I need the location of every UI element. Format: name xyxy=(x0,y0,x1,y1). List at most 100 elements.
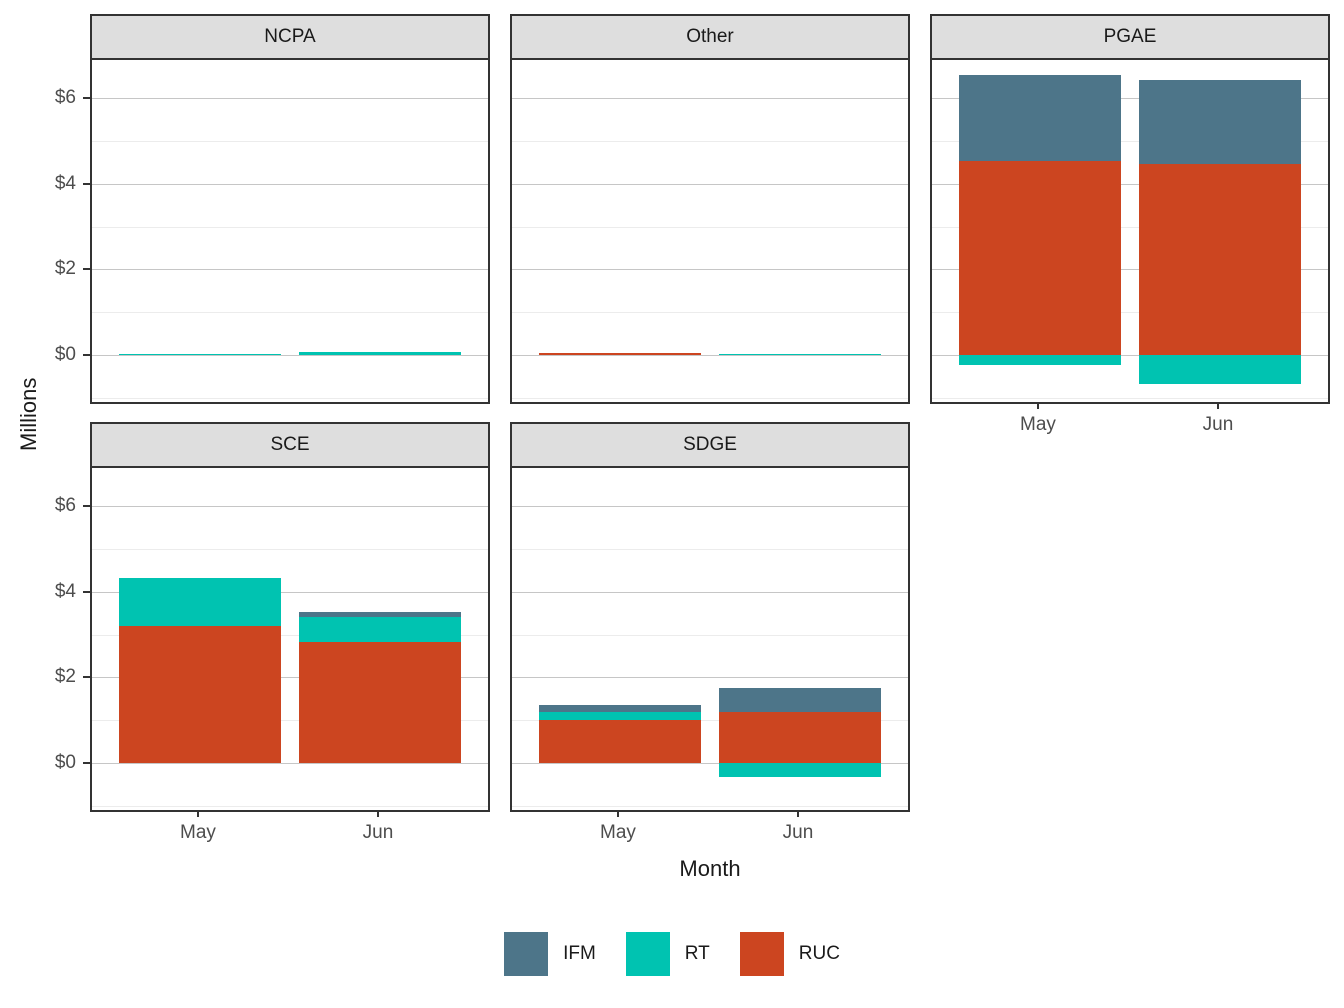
bar-segment-sce-jun-rt xyxy=(299,616,461,643)
facet-strip-sce: SCE xyxy=(90,422,490,468)
x-tick-mark xyxy=(1036,402,1039,409)
y-tick-mark xyxy=(83,97,90,100)
facet-strip-pgae: PGAE xyxy=(930,14,1330,60)
facet-title: SCE xyxy=(270,434,310,455)
bar-segment-pgae-jun-rt xyxy=(1139,354,1301,385)
facet-panel-ncpa xyxy=(90,60,490,404)
bar-segment-sdge-may-rt xyxy=(538,711,701,721)
legend-item-ifm: IFM xyxy=(504,932,596,976)
bar-segment-sdge-jun-rt xyxy=(719,762,881,778)
major-gridline xyxy=(512,183,908,185)
y-tick-label: $0 xyxy=(54,343,76,365)
minor-gridline xyxy=(92,549,488,551)
bar-segment-sdge-jun-ifm xyxy=(719,687,881,712)
bar-segment-sce-jun-ifm xyxy=(299,612,461,617)
major-gridline xyxy=(932,98,1328,100)
facet-panel-pgae xyxy=(930,60,1330,404)
bar-segment-pgae-may-ifm xyxy=(958,75,1121,161)
facet-strip-ncpa: NCPA xyxy=(90,14,490,60)
y-tick-label: $4 xyxy=(54,172,76,194)
minor-gridline xyxy=(92,720,488,722)
bar-segment-pgae-jun-ifm xyxy=(1139,79,1301,164)
y-tick-label: $4 xyxy=(54,580,76,602)
minor-gridline xyxy=(92,634,488,636)
x-tick-mark xyxy=(797,810,799,817)
facet-strip-other: Other xyxy=(510,14,910,60)
y-tick-mark xyxy=(83,268,90,271)
major-gridline xyxy=(512,762,908,764)
minor-gridline xyxy=(512,141,908,143)
x-tick-label: Jun xyxy=(362,822,394,843)
facet-strip-sdge: SDGE xyxy=(510,422,910,468)
facet-title: NCPA xyxy=(264,26,316,47)
major-gridline xyxy=(92,506,488,508)
major-gridline xyxy=(512,591,908,593)
major-gridline xyxy=(512,269,908,271)
y-tick-mark xyxy=(83,505,90,508)
minor-gridline xyxy=(92,141,488,143)
bar-segment-sdge-may-ifm xyxy=(538,704,701,712)
minor-gridline xyxy=(512,720,908,722)
bar-segment-pgae-may-rt xyxy=(958,354,1121,366)
minor-gridline xyxy=(512,805,908,807)
major-gridline xyxy=(92,183,488,185)
minor-gridline xyxy=(932,141,1328,143)
minor-gridline xyxy=(92,805,488,807)
x-tick-label: Jun xyxy=(782,822,814,843)
bar-segment-pgae-jun-ruc xyxy=(1139,163,1301,355)
facet-panel-other xyxy=(510,60,910,404)
minor-gridline xyxy=(932,226,1328,228)
bar-segment-ncpa-may-rt xyxy=(118,353,281,355)
x-tick-label: May xyxy=(180,822,216,843)
bar-segment-sdge-jun-ruc xyxy=(719,711,881,763)
x-axis-title: Month xyxy=(679,856,741,881)
x-tick-mark xyxy=(377,810,379,817)
facet-panel-sdge xyxy=(510,468,910,812)
y-tick-label: $0 xyxy=(54,751,76,773)
major-gridline xyxy=(92,269,488,271)
y-tick-mark xyxy=(83,676,90,679)
minor-gridline xyxy=(92,312,488,314)
major-gridline xyxy=(92,762,488,764)
y-tick-mark xyxy=(83,761,90,764)
legend: IFM RT RUC xyxy=(0,932,1344,976)
y-tick-label: $2 xyxy=(54,258,76,280)
ruc-color-swatch xyxy=(739,932,784,976)
minor-gridline xyxy=(512,397,908,399)
x-tick-label: Jun xyxy=(1202,414,1234,435)
minor-gridline xyxy=(512,634,908,636)
major-gridline xyxy=(92,354,488,356)
y-tick-label: $2 xyxy=(54,666,76,688)
facet-panel-sce xyxy=(90,468,490,812)
rt-color-swatch xyxy=(625,932,670,976)
major-gridline xyxy=(512,506,908,508)
major-gridline xyxy=(512,354,908,356)
bar-segment-sce-may-ruc xyxy=(118,625,281,763)
x-tick-label: May xyxy=(600,822,636,843)
major-gridline xyxy=(92,677,488,679)
major-gridline xyxy=(512,98,908,100)
minor-gridline xyxy=(512,549,908,551)
major-gridline xyxy=(92,98,488,100)
bar-segment-ncpa-jun-rt xyxy=(299,352,461,355)
minor-gridline xyxy=(512,226,908,228)
x-tick-mark xyxy=(196,810,199,817)
y-tick-label: $6 xyxy=(54,495,76,517)
legend-label: RT xyxy=(684,943,710,964)
y-tick-mark xyxy=(83,182,90,185)
major-gridline xyxy=(932,354,1328,356)
minor-gridline xyxy=(932,397,1328,399)
bar-segment-other-jun-rt xyxy=(719,353,881,355)
x-tick-mark xyxy=(1217,402,1219,409)
major-gridline xyxy=(512,677,908,679)
bar-segment-other-may-ruc xyxy=(538,352,701,355)
bar-segment-sdge-may-ruc xyxy=(538,720,701,763)
y-tick-mark xyxy=(83,590,90,593)
legend-item-rt: RT xyxy=(625,932,710,976)
legend-item-ruc: RUC xyxy=(739,932,840,976)
y-axis-title: Millions xyxy=(16,377,41,451)
x-tick-mark xyxy=(616,810,619,817)
legend-label: IFM xyxy=(563,943,596,964)
facet-title: PGAE xyxy=(1103,26,1157,47)
